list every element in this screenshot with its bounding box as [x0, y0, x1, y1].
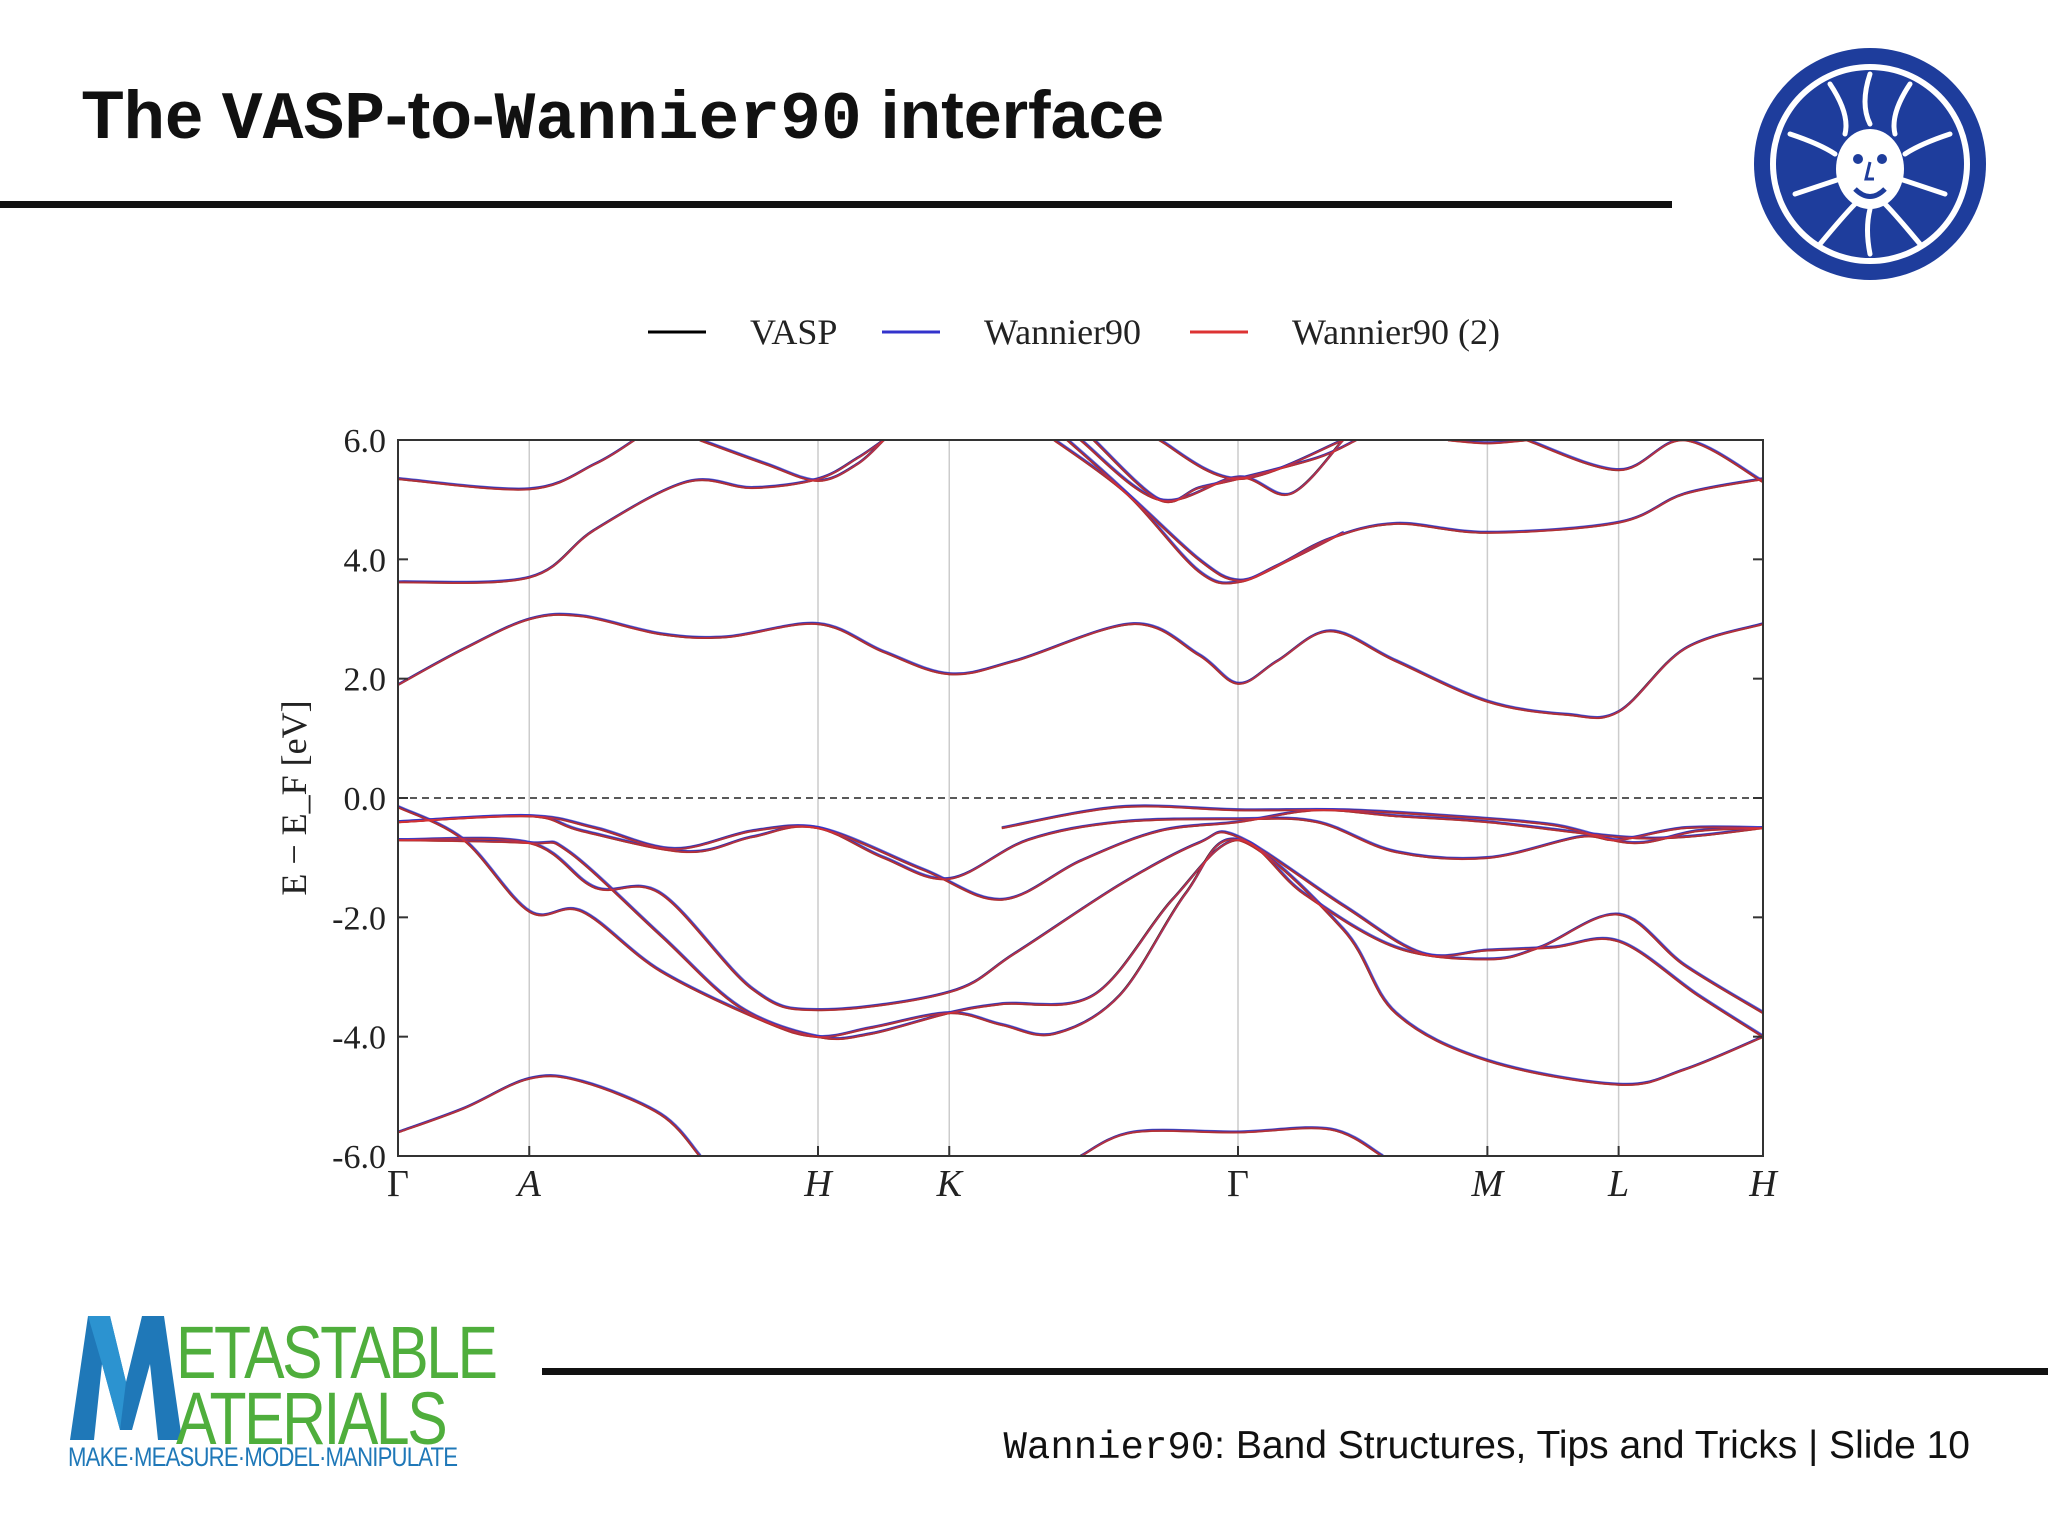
x-tick-label: L — [1607, 1163, 1629, 1205]
band-line-wannier90-2- — [1079, 440, 1344, 502]
title-divider — [0, 201, 1672, 208]
metastable-materials-logo: ETASTABLE ATERIALS MAKE·MEASURE·MODEL·MA… — [66, 1302, 506, 1482]
y-tick-label: -4.0 — [332, 1020, 386, 1057]
band-line-wannier90 — [398, 440, 885, 583]
band-line-wannier90 — [398, 830, 1763, 1037]
band-line-wannier90-2- — [398, 815, 1763, 881]
band-line-wannier90-2- — [398, 1075, 701, 1156]
x-tick-label: Γ — [387, 1163, 409, 1205]
band-line-wannier90 — [398, 808, 1763, 900]
band-line-wannier90-2- — [398, 440, 635, 491]
band-line-wannier90-2- — [398, 806, 1763, 1086]
title-suffix: interface — [861, 77, 1165, 153]
legend-label: Wannier90 — [984, 312, 1141, 352]
band-line-wannier90-2- — [1447, 440, 1527, 445]
band-line-wannier90 — [398, 612, 1763, 718]
footer-divider — [542, 1368, 2048, 1375]
footer-mono: Wannier90 — [1003, 1426, 1215, 1470]
logo-m-icon — [70, 1316, 182, 1440]
slide-footer: Wannier90: Band Structures, Tips and Tri… — [1004, 1424, 1970, 1470]
band-line-wannier90-2- — [398, 440, 885, 585]
y-axis-label: E − E_F [eV] — [274, 700, 314, 895]
band-line-vasp — [398, 808, 1763, 901]
title-middle: -to- — [385, 77, 495, 153]
band-line-wannier90 — [1080, 440, 1345, 501]
band-line-wannier90-2- — [398, 831, 1763, 1038]
title-wannier90: Wannier90 — [494, 82, 862, 159]
band-line-vasp — [398, 830, 1763, 1038]
y-tick-label: -6.0 — [332, 1139, 386, 1176]
band-line-vasp — [398, 440, 885, 584]
band-line-wannier90-2- — [1080, 1127, 1383, 1156]
logo-line-1: ETASTABLE — [176, 1311, 498, 1394]
band-structure-chart: 6.04.02.00.0-2.0-4.0-6.0Γ A H K Γ M L HE − E_F … — [274, 312, 1779, 1205]
legend-label: Wannier90 (2) — [1292, 312, 1500, 352]
band-line-wannier90 — [398, 813, 1763, 880]
y-tick-label: 4.0 — [344, 542, 387, 579]
bands-group — [398, 440, 1763, 1156]
title-prefix: The — [82, 77, 222, 153]
band-line-wannier90-2- — [1526, 440, 1763, 484]
band-line-wannier90-2- — [1053, 440, 1763, 582]
page-title: The VASP-to-Wannier90 interface — [82, 76, 1164, 159]
logo-line-2: ATERIALS — [176, 1377, 448, 1460]
band-line-wannier90-2- — [1092, 440, 1357, 504]
x-tick-label: H — [803, 1163, 834, 1205]
x-tick-label: A — [515, 1163, 542, 1205]
footer-text: : Band Structures, Tips and Tricks | Sli… — [1214, 1424, 1970, 1467]
band-line-wannier90 — [398, 440, 636, 490]
title-vasp: VASP — [221, 82, 386, 159]
x-tick-label: Γ — [1227, 1163, 1249, 1205]
logo-tagline: MAKE·MEASURE·MODEL·MANIPULATE — [68, 1442, 458, 1472]
y-tick-label: 6.0 — [344, 423, 387, 460]
x-tick-label: K — [936, 1163, 964, 1205]
band-line-wannier90-2- — [699, 440, 885, 482]
university-seal-icon — [1754, 48, 1986, 280]
y-tick-label: 0.0 — [344, 781, 387, 818]
x-tick-label: H — [1748, 1163, 1779, 1205]
band-line-wannier90-2- — [398, 809, 1763, 901]
band-line-vasp — [1053, 440, 1763, 582]
y-tick-label: -2.0 — [332, 900, 386, 937]
band-line-wannier90-2- — [398, 839, 1763, 1041]
x-tick-label: M — [1471, 1163, 1506, 1205]
band-line-wannier90-2- — [398, 613, 1763, 720]
band-line-wannier90-2- — [1066, 440, 1344, 585]
y-tick-label: 2.0 — [344, 662, 387, 699]
band-line-wannier90-2- — [1001, 805, 1763, 845]
band-line-wannier90 — [1054, 440, 1763, 581]
legend-label: VASP — [750, 312, 837, 352]
band-line-vasp — [398, 613, 1763, 720]
